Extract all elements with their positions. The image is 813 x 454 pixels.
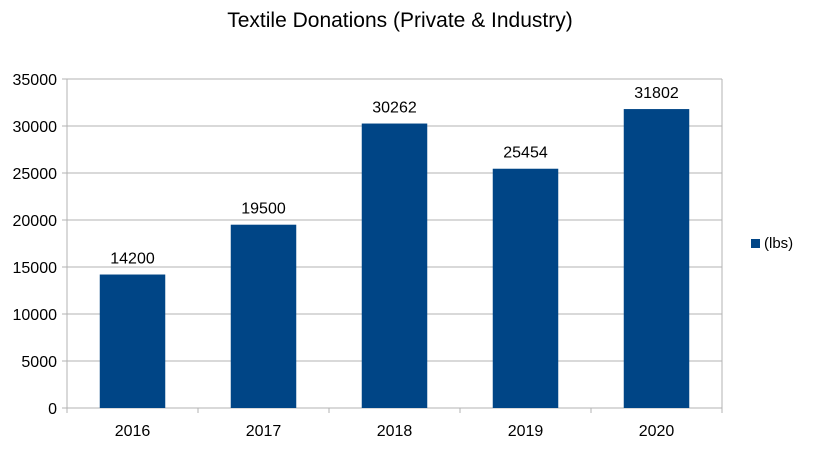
x-tick-label-2018: 2018: [377, 423, 413, 440]
y-tick-label: 10000: [13, 307, 58, 324]
data-label-2019: 25454: [503, 145, 548, 162]
legend-swatch: [751, 239, 760, 248]
x-axis-ticks: 2016 2017 2018 2019 2020: [115, 423, 675, 440]
data-label-2016: 14200: [110, 251, 155, 268]
y-tick-label: 30000: [13, 119, 58, 136]
bar-2020: [623, 109, 690, 408]
bar-2017: [230, 224, 297, 408]
bars: [99, 109, 690, 408]
x-tick-label-2019: 2019: [508, 423, 544, 440]
x-tick-label-2020: 2020: [639, 423, 675, 440]
bar-2018: [361, 123, 428, 408]
y-axis-ticks: 0 5000 10000 15000 20000 25000 30000 35000: [13, 72, 58, 418]
data-labels: 14200 19500 30262 25454 31802: [110, 85, 679, 267]
bar-2019: [492, 168, 559, 408]
y-tick-label: 0: [48, 401, 57, 418]
y-tick-label: 20000: [13, 213, 58, 230]
legend-label: (lbs): [764, 235, 793, 252]
y-tick-label: 35000: [13, 72, 58, 89]
x-tick-label-2016: 2016: [115, 423, 151, 440]
y-tick-label: 5000: [21, 354, 57, 371]
data-label-2018: 30262: [372, 100, 417, 117]
legend: (lbs): [751, 235, 793, 252]
bar-2016: [99, 274, 166, 408]
y-tick-label: 15000: [13, 260, 58, 277]
chart-title: Textile Donations (Private & Industry): [227, 9, 572, 32]
data-label-2017: 19500: [241, 201, 286, 218]
x-tick-label-2017: 2017: [246, 423, 282, 440]
y-tick-label: 25000: [13, 166, 58, 183]
data-label-2020: 31802: [634, 85, 679, 102]
